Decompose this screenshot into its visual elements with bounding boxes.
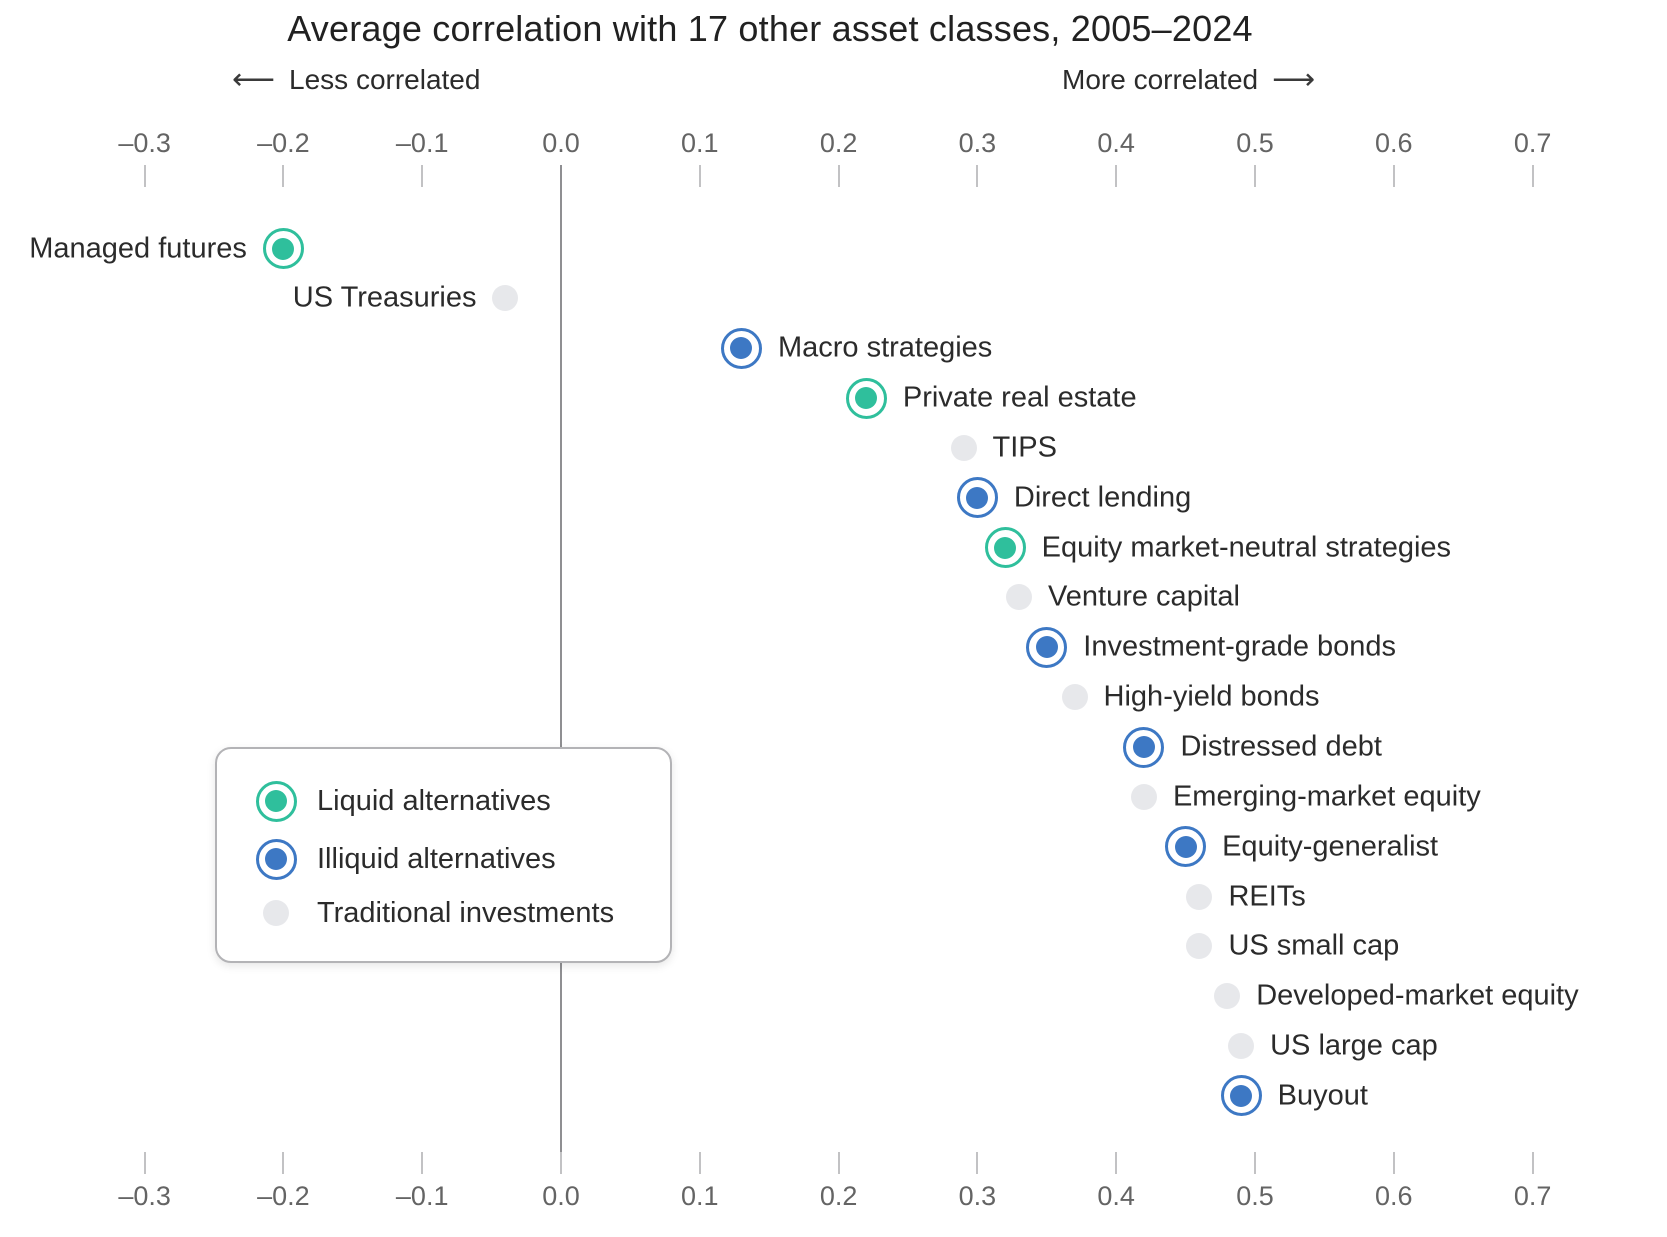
data-point-dot — [1165, 826, 1207, 868]
data-point-label: High-yield bonds — [1103, 680, 1320, 713]
data-point-dot — [262, 228, 304, 269]
data-point-dot — [845, 377, 887, 419]
data-point-label: REITs — [1228, 880, 1306, 913]
x-axis-tick — [1254, 1152, 1256, 1174]
left-arrow-icon: ⟵ — [232, 63, 276, 96]
x-axis-tick — [1392, 1152, 1395, 1174]
less-correlated-label: Less correlated — [289, 64, 481, 95]
data-point-label: Venture capital — [1048, 580, 1240, 613]
x-axis-tick — [698, 1152, 701, 1174]
legend-item-traditional: Traditional investments — [253, 897, 670, 930]
data-point-dot — [1026, 626, 1068, 668]
less-correlated-annotation: ⟵ Less correlated — [232, 62, 480, 98]
x-axis-tick-label: 0.4 — [1097, 128, 1135, 158]
data-point-dot — [950, 434, 977, 461]
x-axis-tick — [837, 1152, 840, 1174]
x-axis-tick — [1531, 1152, 1534, 1174]
data-point-dot — [1123, 726, 1165, 768]
data-point-label: US Treasuries — [292, 281, 477, 314]
data-point-label: US small cap — [1228, 929, 1400, 962]
more-correlated-label: More correlated — [1062, 64, 1259, 95]
x-axis-tick — [976, 1152, 979, 1174]
data-point-label: US large cap — [1270, 1029, 1438, 1062]
x-axis-tick-label: 0.3 — [958, 128, 997, 158]
x-axis-tick — [282, 165, 285, 187]
legend-item-illiquid: Illiquid alternatives — [253, 838, 670, 880]
zero-axis-line — [560, 165, 562, 1174]
x-axis-tick-label: –0.3 — [118, 1181, 171, 1211]
data-point-dot — [1186, 883, 1213, 910]
data-point-label: Emerging-market equity — [1172, 780, 1481, 813]
traditional-investments-dot-icon — [263, 900, 289, 926]
x-axis-tick-label: 0.0 — [542, 128, 580, 158]
more-correlated-annotation: More correlated ⟶ — [1062, 62, 1315, 98]
data-point-label: Managed futures — [29, 232, 247, 264]
data-point-dot — [1228, 1033, 1255, 1060]
page-title: Average correlation with 17 other asset … — [287, 8, 1253, 49]
x-axis-tick — [282, 1152, 285, 1174]
data-point-dot — [1214, 983, 1241, 1010]
x-axis-tick — [560, 1152, 562, 1174]
x-axis-tick-label: 0.2 — [819, 128, 858, 158]
x-axis-tick — [143, 1152, 146, 1174]
data-point-label: TIPS — [992, 431, 1057, 464]
data-point-label: Macro strategies — [777, 331, 993, 364]
x-axis-tick — [1115, 1152, 1118, 1174]
data-point-dot — [1061, 684, 1088, 711]
x-axis-tick-label: 0.1 — [681, 1181, 719, 1211]
x-axis-tick-label: 0.6 — [1375, 1181, 1413, 1211]
illiquid-alternatives-dot-icon — [255, 838, 297, 880]
data-point-label: Investment-grade bonds — [1083, 630, 1397, 663]
x-axis-tick — [1254, 165, 1256, 187]
legend: Liquid alternatives Illiquid alternative… — [215, 747, 672, 963]
data-point-dot — [1006, 584, 1033, 611]
x-axis-tick-label: –0.2 — [257, 128, 310, 158]
x-axis-tick — [1392, 165, 1395, 187]
data-point-label: Distressed debt — [1180, 730, 1382, 763]
x-axis-tick — [143, 165, 146, 187]
right-arrow-icon: ⟶ — [1272, 63, 1316, 96]
data-point-label: Equity-generalist — [1222, 830, 1439, 863]
x-axis-tick-label: 0.7 — [1513, 1181, 1552, 1211]
x-axis-tick — [1115, 165, 1118, 187]
x-axis-tick-label: –0.2 — [257, 1181, 310, 1211]
liquid-alternatives-dot-icon — [255, 780, 297, 822]
x-axis-tick-label: 0.1 — [681, 128, 719, 158]
data-point-label: Equity market-neutral strategies — [1041, 531, 1452, 564]
data-point-label: Direct lending — [1013, 481, 1192, 514]
data-point-dot — [956, 477, 998, 519]
legend-label: Traditional investments — [317, 896, 615, 929]
x-axis-tick-label: –0.1 — [395, 128, 449, 158]
x-axis-tick-label: –0.3 — [118, 128, 171, 158]
x-axis-tick — [1531, 165, 1534, 187]
legend-label: Illiquid alternatives — [317, 842, 556, 875]
data-point-dot — [492, 285, 519, 312]
data-point-dot — [1220, 1075, 1262, 1117]
x-axis-tick-label: 0.4 — [1097, 1181, 1135, 1211]
data-point-label: Buyout — [1277, 1079, 1368, 1112]
x-axis-tick — [837, 165, 840, 187]
x-axis-tick-label: 0.3 — [958, 1181, 997, 1211]
x-axis-tick — [421, 165, 424, 187]
x-axis-tick-label: 0.5 — [1236, 128, 1274, 158]
x-axis-tick-label: 0.6 — [1375, 128, 1413, 158]
x-axis-tick — [976, 165, 979, 187]
data-point-label: Private real estate — [902, 381, 1137, 414]
x-axis-tick-label: 0.7 — [1513, 128, 1552, 158]
x-axis-tick — [698, 165, 701, 187]
data-point-dot — [984, 527, 1026, 569]
data-point-label: Developed-market equity — [1256, 979, 1579, 1012]
x-axis-tick-label: 0.0 — [542, 1181, 580, 1211]
x-axis-tick — [421, 1152, 424, 1174]
x-axis-tick-label: 0.2 — [819, 1181, 858, 1211]
legend-label: Liquid alternatives — [317, 784, 551, 817]
legend-item-liquid: Liquid alternatives — [253, 780, 670, 822]
x-axis-tick-label: –0.1 — [395, 1181, 449, 1211]
data-point-dot — [1186, 933, 1213, 960]
x-axis-tick-label: 0.5 — [1236, 1181, 1274, 1211]
data-point-dot — [720, 327, 762, 369]
data-point-dot — [1130, 783, 1157, 810]
